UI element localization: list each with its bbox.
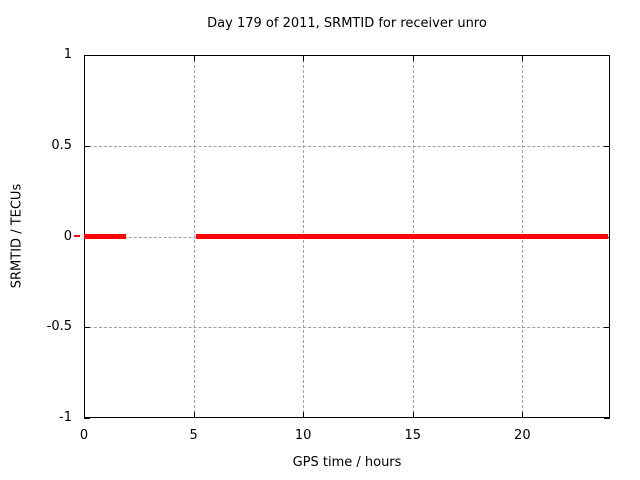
x-tick-top — [412, 55, 414, 61]
y-tick-label: 0 — [63, 228, 72, 244]
x-tick-top — [303, 55, 305, 61]
x-tick-label: 5 — [189, 428, 198, 443]
y-tick-left — [84, 418, 90, 419]
x-tick-bottom — [303, 412, 305, 418]
x-tick-label: 10 — [294, 428, 312, 443]
y-tick-right — [604, 55, 610, 56]
plot-area — [74, 55, 610, 419]
x-axis-label: GPS time / hours — [292, 455, 402, 470]
y-tick-right — [604, 418, 610, 419]
x-tick-top — [84, 55, 85, 61]
x-tick-label: 15 — [404, 428, 422, 443]
x-tick-bottom — [522, 412, 524, 418]
x-tick-label: 20 — [514, 428, 531, 443]
y-tick-right — [604, 327, 610, 329]
y-tick-right — [604, 145, 610, 147]
x-tick-bottom — [193, 412, 195, 418]
y-tick-left — [84, 145, 90, 147]
x-tick-top — [193, 55, 195, 61]
y-tick-left — [84, 55, 90, 56]
x-tick-bottom — [412, 412, 414, 418]
data-line-segment — [195, 234, 608, 239]
x-tick-top — [522, 55, 524, 61]
y-gridline — [84, 145, 610, 147]
x-tick-label: 0 — [79, 428, 89, 443]
x-tick-bottom — [84, 412, 85, 418]
data-line-segment — [84, 234, 126, 239]
y-tick-label: 1 — [63, 47, 72, 62]
chart-title: Day 179 of 2011, SRMTID for receiver unr… — [207, 16, 487, 31]
y-gridline — [84, 327, 610, 329]
y-zero-outside-dash — [74, 235, 80, 237]
y-tick-label: -1 — [59, 410, 72, 425]
y-tick-label: -0.5 — [46, 319, 72, 335]
y-tick-left — [84, 327, 90, 329]
y-tick-label: 0.5 — [51, 137, 72, 153]
